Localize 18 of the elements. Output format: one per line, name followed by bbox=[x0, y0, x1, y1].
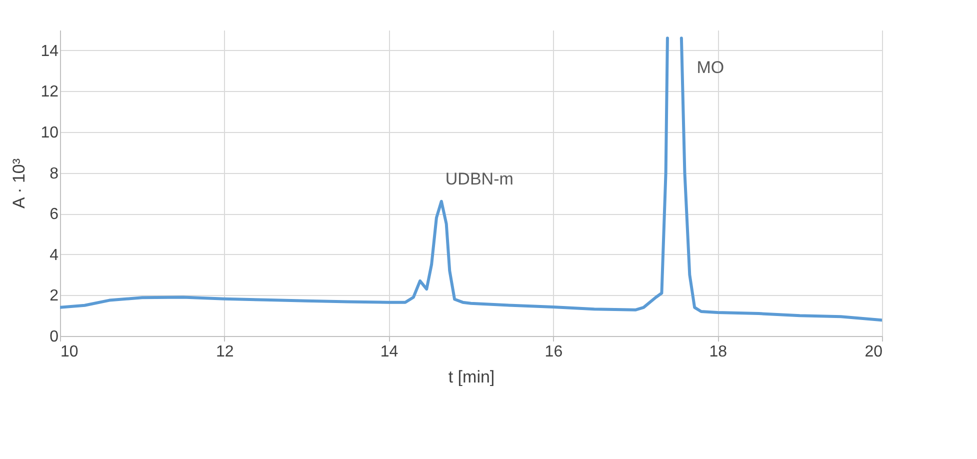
y-tick-label: 8 bbox=[50, 165, 59, 182]
y-tick-label: 12 bbox=[40, 84, 59, 101]
y-tick-label: 2 bbox=[50, 288, 59, 305]
y-tick-label: 0 bbox=[50, 328, 59, 346]
annotation: MO bbox=[696, 58, 724, 78]
x-tick-label: 20 bbox=[864, 344, 883, 360]
y-tick-label: 6 bbox=[50, 206, 59, 224]
x-tick-label: 14 bbox=[380, 344, 398, 360]
y-tick-label: 14 bbox=[40, 42, 59, 60]
x-axis-title: t [min] bbox=[448, 368, 495, 386]
y-tick-label: 4 bbox=[50, 246, 59, 264]
x-tick-label: 12 bbox=[216, 344, 234, 360]
x-tick-label: 16 bbox=[544, 344, 563, 360]
y-tick-label: 10 bbox=[40, 124, 59, 142]
x-tick-label: 10 bbox=[60, 344, 78, 360]
x-tick-label: 18 bbox=[709, 344, 728, 360]
annotation: UDBN-m bbox=[445, 169, 514, 188]
y-axis-title: A · 10³ bbox=[10, 158, 29, 209]
